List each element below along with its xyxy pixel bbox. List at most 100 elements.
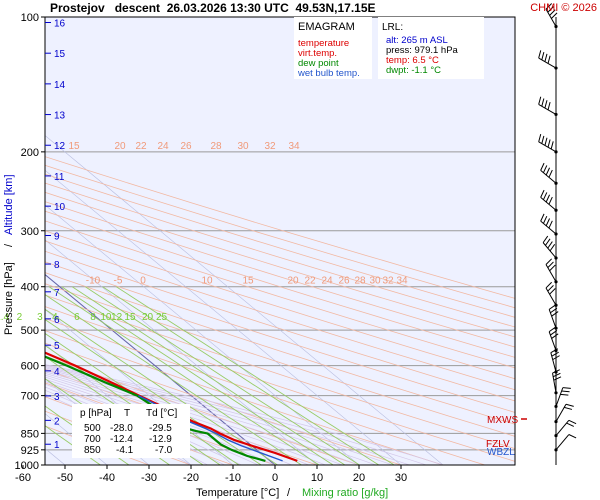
pressure-tick-label: 850 [21, 428, 39, 440]
x-axis-label: Temperature [°C] [196, 487, 279, 499]
altitude-tick-label: 2 [54, 416, 60, 427]
y-axis-label: Pressure [hPa] [3, 262, 15, 335]
dry-adiabat [45, 191, 515, 338]
wind-barb [542, 235, 558, 260]
table-header-td: Td [°C] [146, 408, 177, 419]
mixing-ratio-label: 3 [37, 312, 43, 323]
adiabat-label: 22 [304, 276, 316, 287]
moist-adiabat [45, 378, 276, 465]
dry-adiabat [45, 230, 515, 380]
table-row-700-td: -12.9 [149, 434, 172, 445]
dry-adiabat [45, 250, 515, 402]
pressure-tick-label: 300 [21, 226, 39, 238]
adiabat-label: 0 [140, 276, 146, 287]
chart-title: Prostejov descent 26.03.2026 13:30 UTC 4… [50, 1, 376, 15]
x-axis-separator: / [287, 487, 291, 499]
mixing-ratio-label: 10 [100, 312, 112, 323]
lrl-info-box: LRL: alt: 265 m ASL press: 979.1 hPa tem… [378, 17, 484, 79]
adiabat-label: 20 [114, 141, 126, 152]
mixing-ratio-label: 20 [142, 312, 154, 323]
wind-barb [540, 189, 558, 212]
mixing-ratio-line [45, 318, 262, 465]
legend-title: EMAGRAM [298, 21, 355, 33]
adiabat-label: 15 [242, 276, 254, 287]
altitude-tick-label: 13 [54, 111, 66, 122]
adiabat-label: 24 [157, 141, 169, 152]
mixing-ratio-label: 1.4 [0, 312, 9, 323]
mixing-ratio-label: 25 [156, 312, 168, 323]
x-tick-label: 30 [395, 472, 407, 484]
altitude-tick-label: 10 [54, 202, 66, 213]
isotherm-line [45, 273, 276, 465]
table-row-850-t: -4.1 [116, 445, 134, 456]
altitude-tick-label: 7 [54, 288, 60, 299]
moist-adiabat [45, 367, 393, 465]
wind-barb [538, 96, 558, 117]
adiabat-label: 34 [396, 276, 408, 287]
pressure-tick-label: 100 [21, 12, 39, 24]
dry-adiabat [45, 173, 515, 318]
dry-adiabat [45, 294, 515, 450]
adiabat-label: -10 [86, 276, 101, 287]
isotherm-line [45, 204, 360, 465]
table-row-500-t: -28.0 [110, 423, 133, 434]
mixing-ratio-label: 2 [17, 312, 23, 323]
adiabat-label: 28 [354, 276, 366, 287]
series-line-temperature [45, 351, 298, 462]
isotherm-line [45, 169, 402, 465]
altitude-tick-label: 5 [54, 341, 60, 352]
wind-barb [548, 326, 559, 353]
moist-adiabat [45, 371, 343, 465]
adiabat-label: 30 [237, 141, 249, 152]
altitude-tick-label: 16 [54, 19, 66, 30]
altitude-tick-label: 3 [54, 392, 60, 403]
pressure-tick-label: 400 [21, 282, 39, 294]
x-tick-label: -10 [225, 472, 241, 484]
moist-adiabat [45, 381, 259, 465]
level-table: p [hPa] T Td [°C] 500 -28.0 -29.5 700 -1… [72, 404, 190, 458]
plot-area [45, 17, 515, 465]
dry-adiabat [45, 261, 515, 413]
x-tick-label: -30 [141, 472, 157, 484]
pressure-tick-label: 200 [21, 147, 39, 159]
dry-adiabat [45, 272, 515, 425]
y-axis-label-altitude: Altitude [km] [3, 174, 15, 235]
y-axis-separator: / [3, 243, 15, 247]
mixing-ratio-label: 15 [124, 312, 136, 323]
isotherm-line [45, 239, 318, 465]
mixing-ratio-line [45, 425, 101, 465]
adiabat-label: 24 [321, 276, 333, 287]
pressure-tick-label: 1000 [15, 460, 39, 472]
wind-barb [538, 134, 558, 154]
moist-adiabat [45, 364, 444, 465]
wind-barb [538, 50, 558, 70]
x-tick-label: 0 [272, 472, 278, 484]
adiabat-label: 30 [369, 276, 381, 287]
table-row-500-td: -29.5 [149, 423, 172, 434]
legend: EMAGRAM temperature virt.temp. dew point… [294, 17, 372, 79]
pressure-tick-label: 500 [21, 325, 39, 337]
pressure-tick-label: 700 [21, 391, 39, 403]
adiabat-label: 20 [287, 276, 299, 287]
altitude-tick-label: 9 [54, 232, 60, 243]
table-row-850-p: 850 [84, 445, 101, 456]
wind-barb [554, 434, 577, 452]
series-line-dew-point [45, 355, 266, 462]
altitude-tick-label: 12 [54, 141, 66, 152]
altitude-tick-label: 14 [54, 80, 66, 91]
table-header-p: p [hPa] [80, 408, 112, 419]
x-tick-label: 20 [353, 472, 365, 484]
wind-barb [545, 3, 558, 29]
mixing-ratio-label: 4 [52, 312, 58, 323]
adiabat-label: 28 [210, 141, 222, 152]
table-row-700-t: -12.4 [110, 434, 133, 445]
adiabat-label: 10 [201, 276, 213, 287]
moist-adiabat [45, 365, 427, 465]
adiabat-label: 32 [264, 141, 276, 152]
wind-barb [540, 213, 558, 236]
lrl-temp: temp: 6.5 °C [386, 55, 439, 66]
legend-temperature: temperature [298, 38, 349, 49]
adiabat-label: 26 [338, 276, 350, 287]
x-axis-label-mixing: Mixing ratio [g/kg] [302, 487, 388, 499]
mxws-label: MXWS [487, 415, 518, 426]
